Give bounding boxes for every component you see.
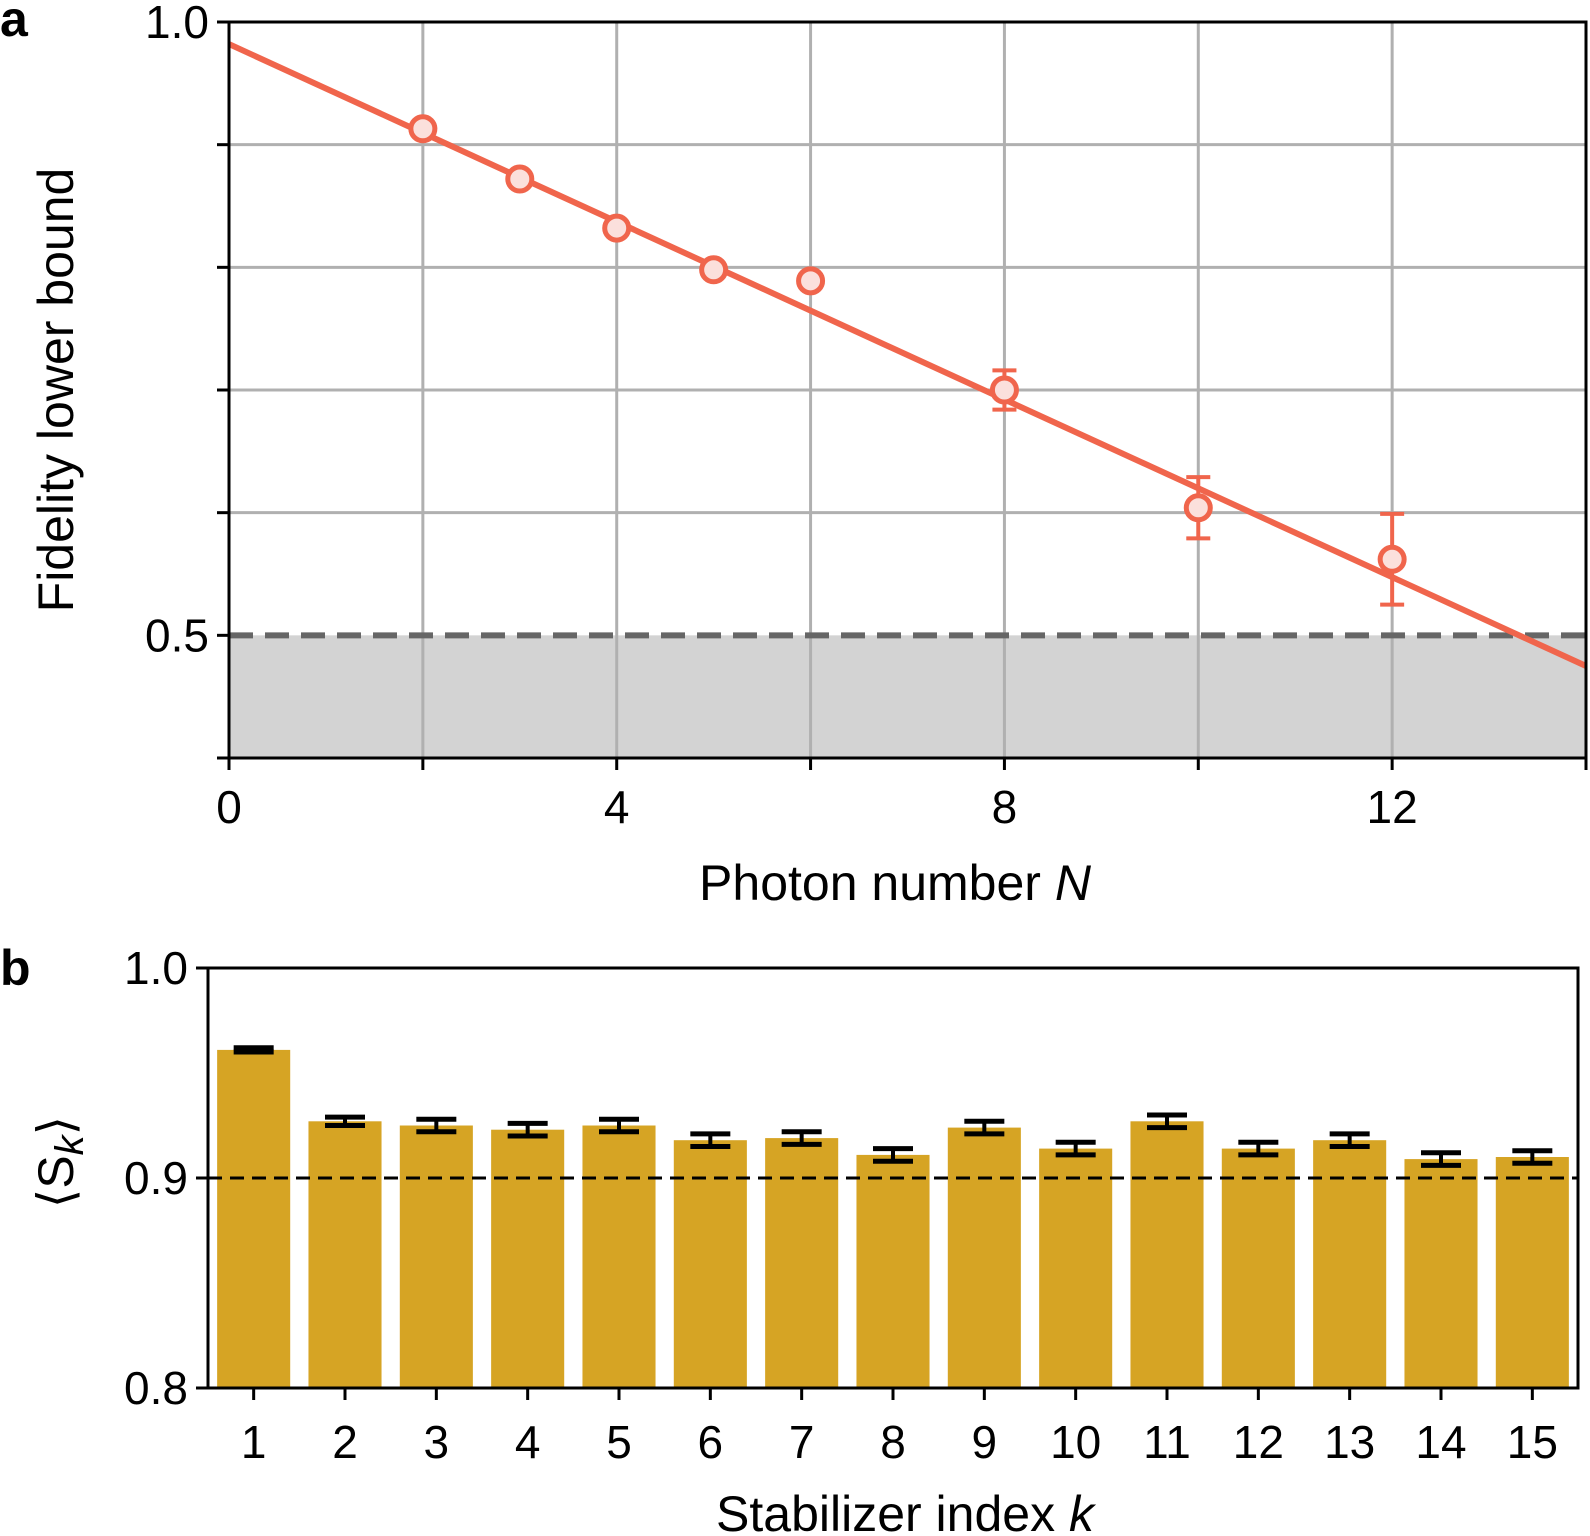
x-tick-label: 11 xyxy=(1143,1416,1191,1468)
bar xyxy=(399,1125,473,1388)
x-tick-label: 1 xyxy=(241,1416,267,1468)
panel-b-label: b xyxy=(0,940,31,996)
x-tick-label: 7 xyxy=(789,1416,815,1468)
x-tick-label: 4 xyxy=(604,781,630,833)
y-tick-label: 1.0 xyxy=(124,942,188,994)
data-point xyxy=(699,255,729,285)
x-tick-label: 4 xyxy=(515,1416,541,1468)
x-tick-label: 6 xyxy=(698,1416,724,1468)
x-tick-label: 14 xyxy=(1415,1416,1466,1468)
x-tick-label: 13 xyxy=(1324,1416,1375,1468)
x-tick-label: 0 xyxy=(216,781,242,833)
y-tick-label: 0.5 xyxy=(145,609,209,661)
fit-line xyxy=(227,41,1588,669)
y-tick-label: 0.9 xyxy=(124,1152,188,1204)
shaded-area xyxy=(229,635,1586,758)
x-tick-label: 8 xyxy=(880,1416,906,1468)
panel-a: a 0 4 8 12 0.5 1.0 Photon number N Fidelity … xyxy=(0,0,1588,911)
x-tick-label: 8 xyxy=(992,781,1018,833)
x-axis-label: Photon number N xyxy=(699,855,1092,911)
y-axis-label: Fidelity lower bound xyxy=(28,168,84,613)
data-point xyxy=(505,164,535,194)
x-axis-ticks: 1 2 3 4 5 6 7 8 9 10 11 12 13 14 15 xyxy=(241,1388,1558,1468)
bar xyxy=(491,1129,565,1388)
y-tick-label: 1.0 xyxy=(145,0,209,48)
panel-b: b 1 2 3 4 5 6 7 8 9 10 11 12 13 14 15 0.80.91.0 Stabil… xyxy=(0,940,1580,1536)
x-tick-label: 15 xyxy=(1507,1416,1558,1468)
bar xyxy=(582,1125,656,1388)
bar xyxy=(1039,1148,1113,1388)
bar xyxy=(856,1154,930,1388)
y-axis-ticks: 0.5 1.0 xyxy=(145,0,229,760)
bar xyxy=(1313,1140,1387,1388)
x-tick-label: 12 xyxy=(1233,1416,1284,1468)
data-point xyxy=(408,114,438,144)
data-point xyxy=(796,266,826,296)
data-point xyxy=(989,375,1019,405)
bar xyxy=(765,1138,839,1388)
x-tick-label: 2 xyxy=(332,1416,358,1468)
y-axis-label: ⟨Sk⟩ xyxy=(28,1116,92,1208)
bar xyxy=(217,1049,291,1388)
panel-a-label: a xyxy=(0,0,29,47)
data-point xyxy=(1183,493,1213,523)
data-point xyxy=(1377,544,1407,574)
bars xyxy=(217,1049,1569,1388)
x-axis-ticks: 0 4 8 12 xyxy=(216,758,1588,833)
error-bars xyxy=(233,1045,1553,1168)
bar xyxy=(673,1140,747,1388)
x-tick-label: 3 xyxy=(424,1416,450,1468)
data-points xyxy=(408,114,1407,607)
bar xyxy=(308,1121,382,1388)
x-tick-label: 12 xyxy=(1367,781,1418,833)
bar xyxy=(1495,1157,1569,1388)
grid xyxy=(229,22,1586,758)
x-tick-label: 5 xyxy=(606,1416,632,1468)
x-tick-label: 10 xyxy=(1050,1416,1101,1468)
x-axis-label: Stabilizer index k xyxy=(716,1486,1097,1536)
fit-line-segment xyxy=(227,41,1588,669)
bar xyxy=(947,1127,1021,1388)
y-tick-label: 0.8 xyxy=(124,1362,188,1414)
bar xyxy=(1404,1159,1478,1388)
bar xyxy=(1130,1121,1204,1388)
bar xyxy=(1221,1148,1295,1388)
x-tick-label: 9 xyxy=(972,1416,998,1468)
below-threshold-region xyxy=(229,635,1586,758)
data-point xyxy=(602,213,632,243)
y-axis-ticks: 0.8 0.9 1.0 xyxy=(124,942,208,1414)
